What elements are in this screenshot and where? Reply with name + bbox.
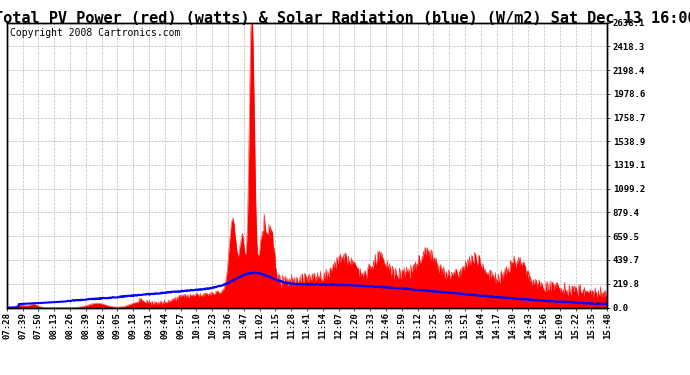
- Text: Total PV Power (red) (watts) & Solar Radiation (blue) (W/m2) Sat Dec 13 16:00: Total PV Power (red) (watts) & Solar Rad…: [0, 11, 690, 26]
- Text: Copyright 2008 Cartronics.com: Copyright 2008 Cartronics.com: [10, 28, 180, 38]
